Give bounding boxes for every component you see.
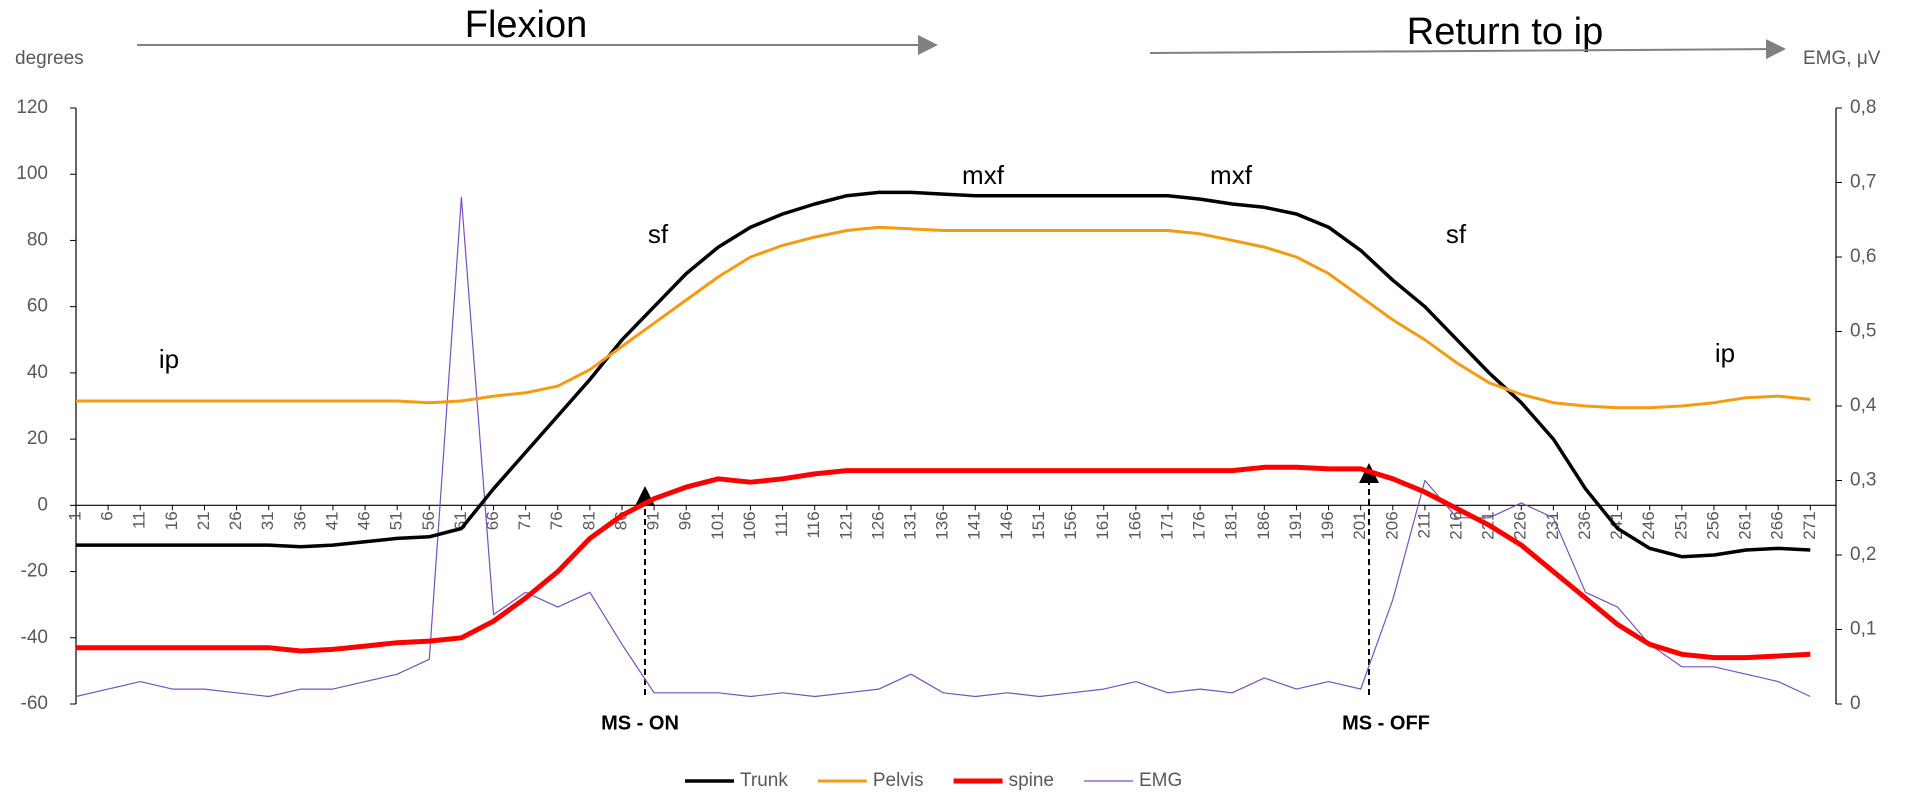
y-tick-label: 120 bbox=[16, 97, 48, 118]
y2-tick-label: 0,2 bbox=[1850, 544, 1876, 565]
x-tick-label: 166 bbox=[1125, 511, 1144, 539]
x-tick-label: 66 bbox=[483, 511, 502, 530]
series-line bbox=[75, 196, 1811, 698]
marker-label: MS - ON bbox=[601, 712, 679, 734]
y-tick-label: 0 bbox=[37, 494, 48, 515]
y2-tick-label: 0,6 bbox=[1850, 246, 1876, 267]
x-tick-label: 176 bbox=[1190, 511, 1209, 539]
x-tick-label: 126 bbox=[868, 511, 887, 539]
x-tick-label: 71 bbox=[515, 511, 534, 530]
x-tick-label: 256 bbox=[1703, 511, 1722, 539]
x-tick-label: 21 bbox=[194, 511, 213, 530]
phase-label: Flexion bbox=[465, 4, 588, 46]
y-tick-label: 100 bbox=[16, 163, 48, 184]
x-tick-label: 56 bbox=[419, 511, 438, 530]
y-axis-label: degrees bbox=[15, 48, 84, 69]
series-line bbox=[76, 190, 1811, 559]
x-tick-label: 81 bbox=[579, 511, 598, 530]
posture-label: ip bbox=[159, 344, 179, 374]
x-tick-label: 41 bbox=[322, 511, 341, 530]
x-tick-label: 116 bbox=[804, 511, 823, 538]
y-tick-label: -60 bbox=[21, 693, 48, 714]
y-tick-label: 80 bbox=[27, 229, 48, 250]
x-tick-label: 146 bbox=[997, 511, 1016, 539]
x-tick-label: 121 bbox=[836, 511, 855, 539]
x-tick-label: 11 bbox=[130, 511, 149, 529]
y2-tick-label: 0,4 bbox=[1850, 395, 1877, 416]
posture-label: sf bbox=[648, 219, 669, 249]
x-tick-label: 216 bbox=[1447, 511, 1466, 539]
x-tick-label: 236 bbox=[1575, 511, 1594, 539]
x-tick-label: 46 bbox=[355, 511, 374, 530]
legend-label: EMG bbox=[1139, 770, 1182, 791]
x-tick-label: 106 bbox=[740, 511, 759, 539]
y2-axis-label: EMG, μV bbox=[1803, 48, 1881, 69]
y-tick-label: -40 bbox=[21, 627, 48, 648]
x-tick-label: 36 bbox=[290, 511, 309, 530]
x-tick-label: 271 bbox=[1800, 511, 1819, 539]
y2-tick-label: 0 bbox=[1850, 693, 1861, 714]
x-tick-label: 186 bbox=[1254, 511, 1273, 539]
x-tick-label: 136 bbox=[933, 511, 952, 539]
x-tick-label: 211 bbox=[1414, 511, 1433, 538]
x-tick-label: 226 bbox=[1511, 511, 1530, 539]
series-line bbox=[76, 464, 1811, 661]
x-tick-label: 51 bbox=[387, 511, 406, 530]
x-tick-label: 181 bbox=[1222, 511, 1241, 539]
y2-tick-label: 0,3 bbox=[1850, 470, 1876, 491]
x-tick-label: 6 bbox=[98, 511, 117, 520]
x-tick-label: 101 bbox=[708, 511, 727, 539]
x-tick-label: 131 bbox=[901, 511, 920, 539]
x-tick-label: 196 bbox=[1318, 511, 1337, 539]
x-tick-label: 201 bbox=[1350, 511, 1369, 539]
x-tick-label: 156 bbox=[1061, 511, 1080, 539]
phase-arrow bbox=[1149, 39, 1786, 60]
y-tick-label: -20 bbox=[21, 561, 48, 582]
x-tick-label: 191 bbox=[1286, 511, 1305, 539]
posture-label: mxf bbox=[1210, 160, 1253, 190]
posture-label: mxf bbox=[962, 160, 1005, 190]
x-tick-label: 31 bbox=[258, 511, 277, 530]
x-tick-label: 161 bbox=[1093, 511, 1112, 539]
x-tick-label: 206 bbox=[1382, 511, 1401, 539]
x-tick-label: 171 bbox=[1157, 511, 1176, 539]
marker-label: MS - OFF bbox=[1342, 712, 1430, 734]
legend-label: Pelvis bbox=[873, 770, 924, 791]
x-tick-label: 246 bbox=[1639, 511, 1658, 539]
x-tick-label: 266 bbox=[1768, 511, 1787, 539]
phase-label: Return to ip bbox=[1407, 11, 1603, 53]
x-tick-label: 231 bbox=[1543, 511, 1562, 539]
x-tick-label: 26 bbox=[226, 511, 245, 530]
x-tick-label: 251 bbox=[1671, 511, 1690, 539]
posture-label: sf bbox=[1446, 219, 1467, 249]
x-tick-label: 111 bbox=[772, 511, 791, 537]
x-tick-label: 16 bbox=[162, 511, 181, 530]
x-tick-label: 96 bbox=[676, 511, 695, 530]
x-tick-label: 91 bbox=[644, 511, 663, 530]
x-tick-label: 1 bbox=[65, 511, 84, 520]
legend-label: spine bbox=[1009, 770, 1054, 791]
y2-tick-label: 0,7 bbox=[1850, 172, 1876, 193]
series-line bbox=[76, 225, 1811, 410]
posture-label: ip bbox=[1715, 338, 1735, 368]
legend-label: Trunk bbox=[740, 770, 788, 791]
y-tick-label: 40 bbox=[27, 362, 48, 383]
y-tick-label: 60 bbox=[27, 296, 48, 317]
x-tick-label: 151 bbox=[1029, 511, 1048, 539]
x-tick-label: 141 bbox=[965, 511, 984, 539]
y2-tick-label: 0,8 bbox=[1850, 97, 1876, 118]
x-tick-label: 76 bbox=[547, 511, 566, 530]
x-tick-label: 261 bbox=[1736, 511, 1755, 539]
y2-tick-label: 0,5 bbox=[1850, 321, 1876, 342]
y2-tick-label: 0,1 bbox=[1850, 619, 1876, 640]
y-tick-label: 20 bbox=[27, 428, 48, 449]
